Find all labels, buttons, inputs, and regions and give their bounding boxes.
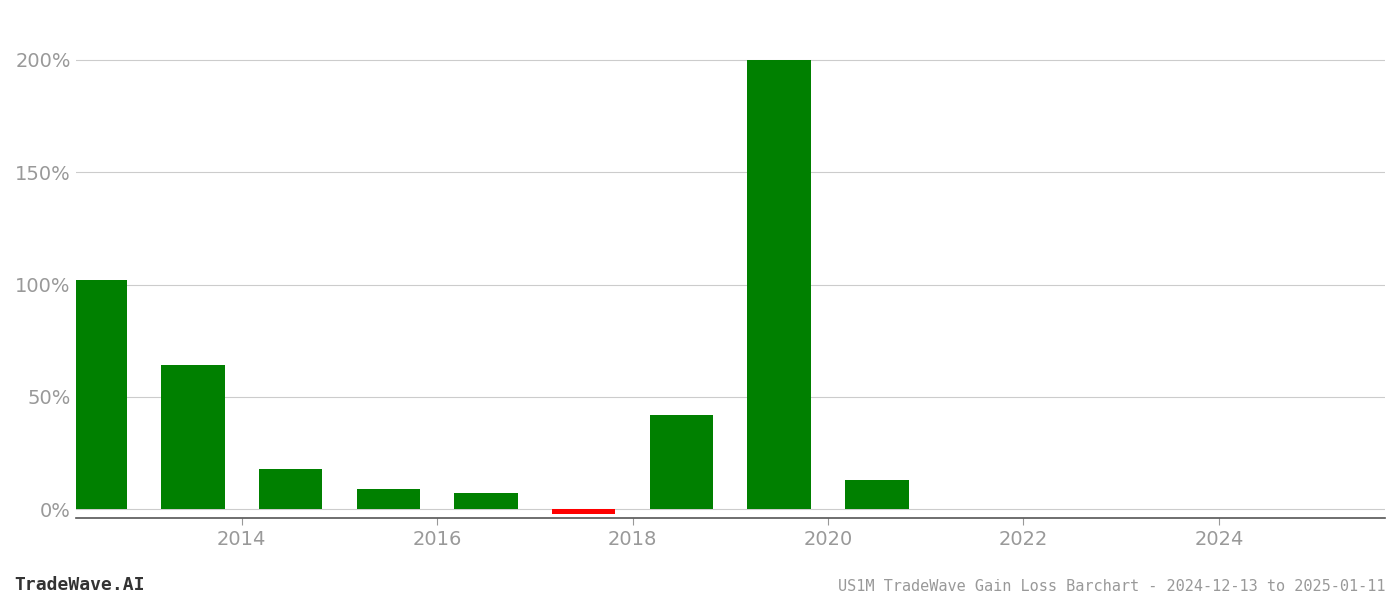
Bar: [552, 509, 616, 514]
Bar: [748, 60, 811, 509]
Bar: [454, 493, 518, 509]
Bar: [357, 489, 420, 509]
Bar: [650, 415, 713, 509]
Text: US1M TradeWave Gain Loss Barchart - 2024-12-13 to 2025-01-11: US1M TradeWave Gain Loss Barchart - 2024…: [839, 579, 1386, 594]
Text: TradeWave.AI: TradeWave.AI: [14, 576, 144, 594]
Bar: [259, 469, 322, 509]
Bar: [63, 280, 127, 509]
Bar: [161, 365, 224, 509]
Bar: [846, 480, 909, 509]
